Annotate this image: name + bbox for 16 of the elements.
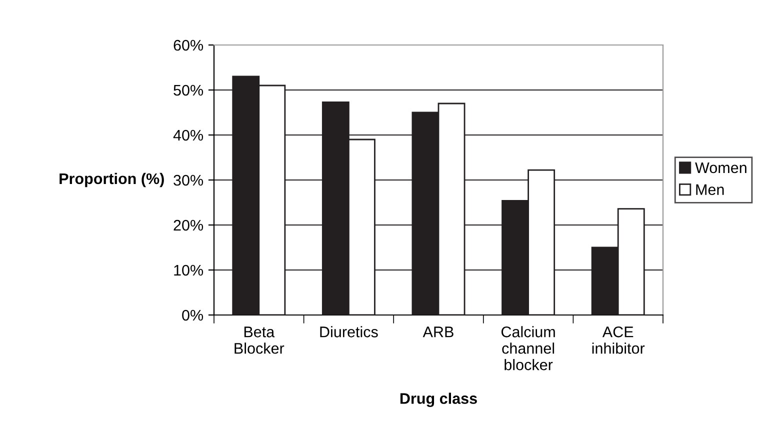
legend-label: Men: [696, 184, 724, 196]
y-tick-label: 50%: [174, 84, 204, 96]
x-tick-label: ACE inhibitor: [592, 326, 645, 354]
x-axis-title: Drug class: [400, 392, 477, 408]
y-tick-label: 0%: [182, 310, 204, 321]
x-tick-label: Calcium channel blocker: [501, 326, 555, 370]
y-tick-label: 10%: [174, 264, 204, 276]
x-tick-label: ARB: [422, 326, 454, 338]
x-tick-label: Beta Blocker: [234, 326, 284, 354]
y-tick-label: 40%: [173, 130, 204, 141]
legend-label: Women: [695, 162, 746, 174]
y-tick-label: 20%: [174, 220, 204, 231]
x-tick-label: Diuretics: [320, 326, 378, 338]
y-axis-title: Proportion (%): [60, 172, 164, 188]
y-tick-label: 30%: [174, 174, 204, 186]
y-tick-label: 60%: [174, 40, 204, 51]
